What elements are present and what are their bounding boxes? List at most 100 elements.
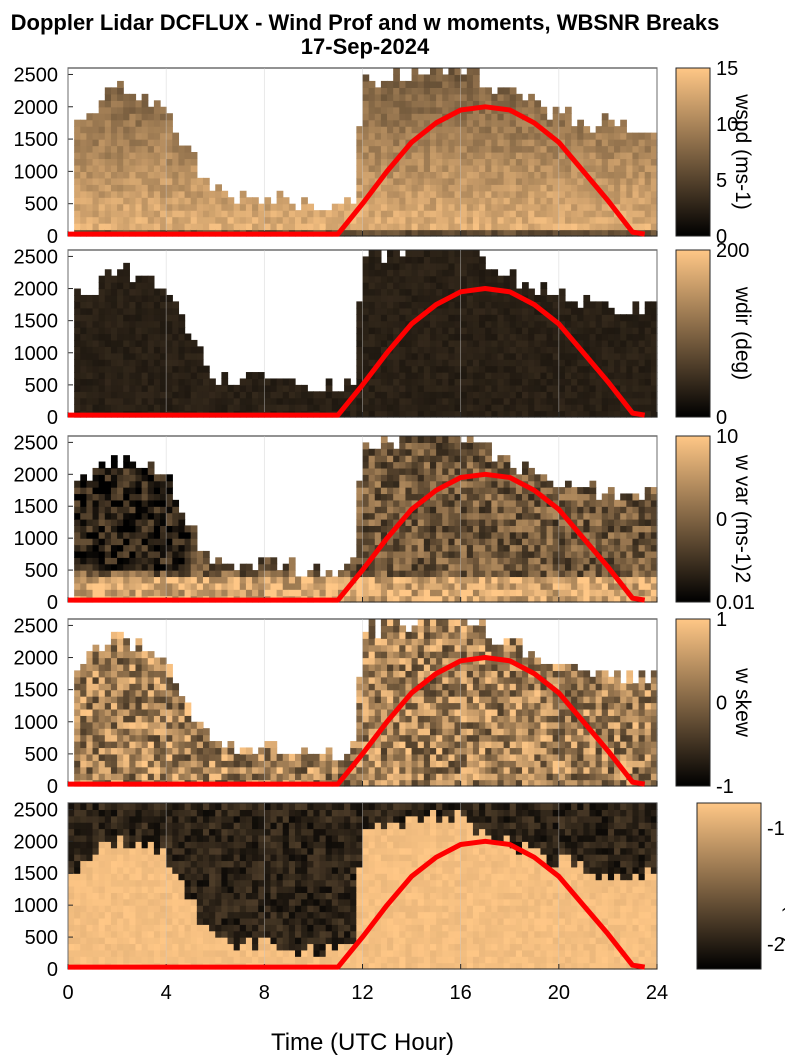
heatmap-cell (558, 229, 566, 237)
heatmap-cell (147, 139, 155, 147)
heatmap-cell (515, 307, 523, 315)
heatmap-cell (209, 223, 216, 231)
heatmap-cell (442, 499, 449, 507)
heatmap-cell (534, 372, 542, 380)
heatmap-cell (429, 550, 437, 558)
heatmap-cell (448, 152, 456, 160)
heatmap-cell (454, 397, 462, 405)
heatmap-cell (479, 87, 486, 95)
heatmap-cell (503, 145, 511, 153)
heatmap-cell (448, 570, 456, 578)
heatmap-cell (405, 582, 413, 590)
heatmap-cell (614, 339, 621, 347)
heatmap-cell (472, 461, 480, 469)
heatmap-cell (436, 275, 443, 283)
heatmap-cell (577, 339, 584, 347)
heatmap-cell (632, 132, 640, 140)
heatmap-cell (638, 397, 646, 405)
heatmap-cell (534, 294, 542, 302)
heatmap-cell (448, 145, 456, 153)
heatmap-cell (448, 391, 456, 399)
heatmap-cell (448, 320, 456, 328)
heatmap-cell (564, 346, 572, 354)
heatmap-cell (86, 525, 94, 533)
heatmap-cell (638, 550, 646, 558)
heatmap-cell (466, 384, 474, 392)
heatmap-cell (399, 442, 407, 450)
heatmap-cell (98, 282, 106, 290)
heatmap-cell (129, 576, 137, 584)
heatmap-cell (583, 229, 591, 237)
heatmap-cell (448, 126, 456, 134)
heatmap-cell (429, 467, 437, 475)
heatmap-cell (393, 126, 400, 134)
heatmap-cell (178, 384, 186, 392)
heatmap-cell (626, 557, 634, 565)
heatmap-cell (540, 145, 548, 153)
heatmap-cell (92, 499, 100, 507)
heatmap-cell (80, 766, 88, 774)
heatmap-cell (405, 152, 413, 160)
heatmap-cell (92, 741, 100, 749)
heatmap-cell (577, 184, 584, 192)
heatmap-cell (380, 365, 388, 373)
heatmap-cell (436, 158, 443, 166)
heatmap-cell (337, 391, 345, 399)
heatmap-cell (172, 327, 180, 335)
heatmap-cell (577, 365, 584, 373)
heatmap-cell (117, 223, 124, 231)
heatmap-cell (442, 256, 449, 264)
heatmap-cell (417, 480, 425, 488)
heatmap-cell (166, 197, 173, 205)
heatmap-cell (522, 404, 529, 412)
heatmap-cell (442, 589, 449, 597)
heatmap-cell (638, 525, 646, 533)
heatmap-cell (166, 126, 173, 134)
heatmap-cell (571, 352, 578, 360)
heatmap-cell (460, 229, 468, 237)
heatmap-cell (417, 467, 425, 475)
heatmap-cell (417, 384, 425, 392)
heatmap-cell (620, 410, 627, 418)
heatmap-cell (160, 384, 167, 392)
heatmap-cell (184, 365, 192, 373)
heatmap-cell (98, 384, 106, 392)
heatmap-cell (92, 525, 100, 533)
heatmap-cell (423, 288, 431, 296)
heatmap-cell (466, 327, 474, 335)
heatmap-cell (522, 184, 529, 192)
heatmap-cell (74, 139, 81, 147)
heatmap-cell (479, 145, 486, 153)
heatmap-cell (564, 210, 572, 218)
heatmap-cell (387, 210, 394, 218)
heatmap-cell (288, 203, 296, 211)
heatmap-cell (528, 106, 535, 114)
heatmap-cell (577, 506, 584, 514)
heatmap-cell (86, 753, 94, 761)
heatmap-cell (448, 210, 456, 218)
heatmap-cell (147, 519, 155, 526)
heatmap-cell (86, 197, 94, 205)
heatmap-cell (454, 229, 462, 237)
heatmap-cell (147, 216, 155, 224)
heatmap-cell (393, 294, 400, 302)
heatmap-cell (442, 595, 449, 603)
heatmap-cell (196, 589, 204, 597)
heatmap-cell (466, 576, 474, 584)
heatmap-cell (80, 715, 88, 723)
heatmap-cell (546, 576, 554, 584)
heatmap-cell (190, 177, 198, 185)
heatmap-cell (466, 68, 474, 76)
heatmap-cell (405, 531, 413, 539)
heatmap-cell (423, 339, 431, 347)
heatmap-cell (638, 339, 646, 347)
heatmap-cell (356, 314, 364, 322)
heatmap-cell (172, 203, 180, 211)
heatmap-cell (387, 378, 394, 386)
heatmap-cell (104, 93, 112, 101)
heatmap-cell (362, 550, 370, 558)
heatmap-cell (479, 499, 486, 507)
y-tick-label: 1500 (14, 129, 59, 151)
heatmap-cell (129, 461, 137, 469)
heatmap-cell (534, 352, 542, 360)
